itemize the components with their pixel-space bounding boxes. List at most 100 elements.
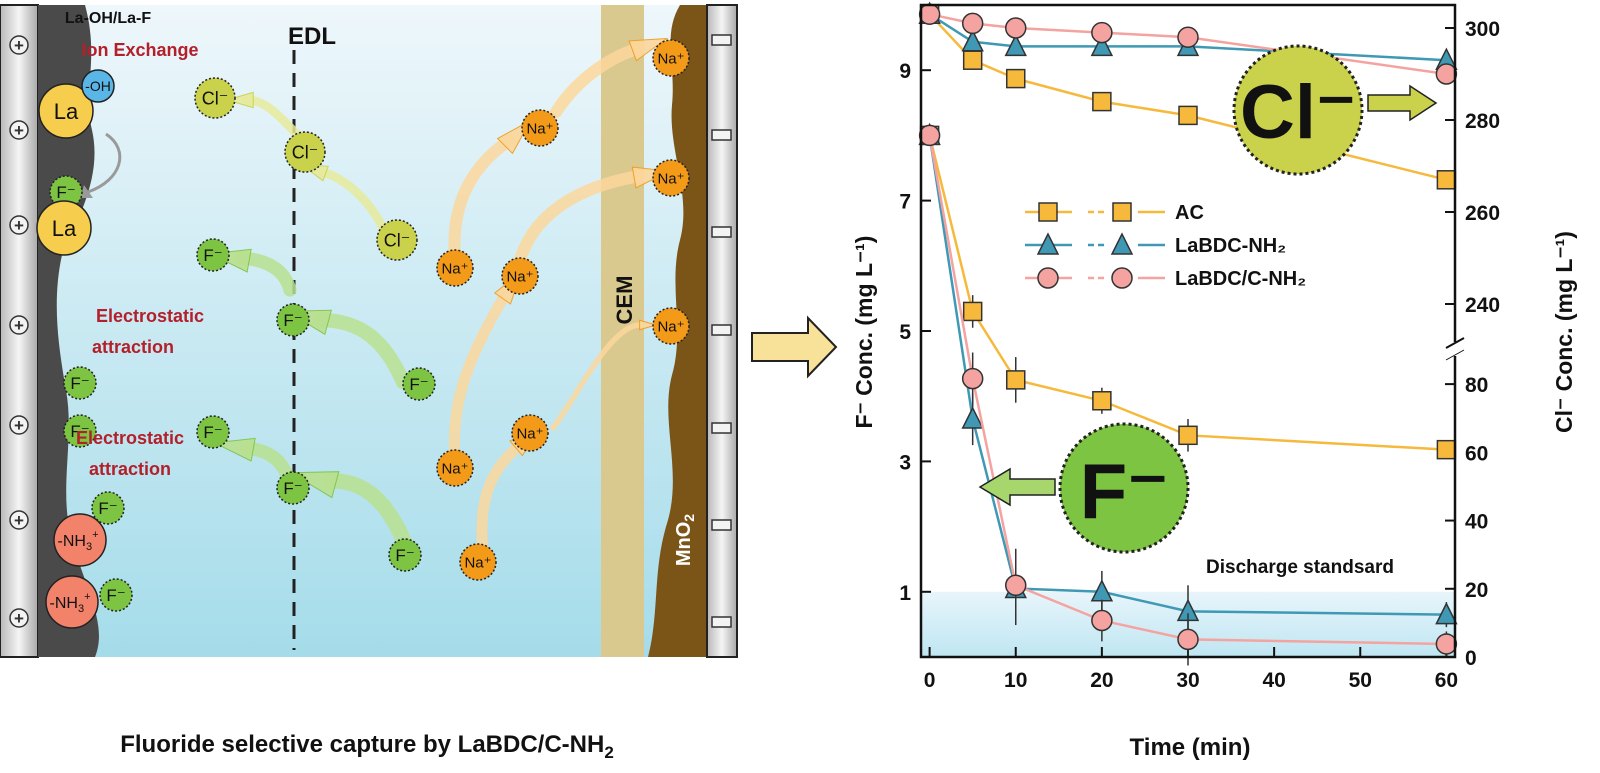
svg-text:Na⁺: Na⁺ [464, 554, 491, 571]
f-series-0 [919, 125, 1457, 460]
svg-text:Na⁺: Na⁺ [657, 318, 684, 335]
ion-species: La -OH F⁻ La F⁻ F⁻ F⁻ -NH3+ -NH3+ F⁻ Cl⁻ Cl⁻ Cl⁻ F⁻ F⁻… [36, 39, 690, 629]
f-ion-4: F⁻ [196, 415, 230, 449]
f-axis-arrow [978, 467, 1056, 507]
f-point-2-4 [1177, 628, 1199, 651]
svg-text:F⁻: F⁻ [203, 423, 222, 442]
plus-sign-2: + [9, 215, 29, 235]
ion-exchange-label: Ion Exchange [81, 40, 198, 60]
legend-marker-open-1 [1036, 232, 1060, 255]
cl-big-badge [1232, 44, 1364, 176]
svg-text:-OH: -OH [85, 78, 111, 94]
svg-text:+: + [14, 121, 24, 140]
svg-text:F⁻: F⁻ [203, 246, 222, 265]
na-ion-3: Na⁺ [501, 257, 539, 295]
panel-link-arrow [751, 315, 838, 379]
plot-frame [919, 3, 1457, 659]
na-ion-5: Na⁺ [511, 414, 549, 452]
f-point-0-3 [1092, 391, 1112, 411]
cathode-minus-signs [711, 34, 732, 628]
cl-series-2 [918, 3, 1458, 85]
mno2-label: MnO2 [673, 514, 697, 566]
f-series-line-2 [928, 135, 1447, 646]
cl-point-2-1 [961, 12, 984, 35]
cl-point-1-3 [1090, 33, 1114, 57]
f-series-2 [918, 124, 1458, 666]
svg-text:La: La [52, 216, 77, 241]
f-big-badge [1058, 422, 1190, 554]
svg-text:Na⁺: Na⁺ [506, 268, 533, 285]
svg-text:F⁻: F⁻ [70, 422, 89, 441]
y-right-tick-label-280: 280 [1465, 110, 1500, 133]
f-point-0-1 [962, 301, 983, 322]
y-right-tick-label-240: 240 [1465, 294, 1500, 317]
x-tick-label-50: 50 [1349, 669, 1372, 692]
cl-ion-3: Cl⁻ [376, 219, 418, 261]
axes-ticks: 0 10 20 30 40 50 60 1 3 5 7 9 0 20 40 60 80 240 260 280 300 [899, 18, 1500, 692]
legend-item-1: LaBDC-NH₂ [1025, 232, 1286, 257]
cl-point-0-5 [1436, 170, 1457, 190]
cl-point-0-2 [1005, 68, 1026, 89]
svg-text:+: + [14, 416, 24, 435]
cem-label: CEM [612, 276, 637, 325]
svg-text:Cl⁻: Cl⁻ [202, 88, 229, 108]
svg-text:Na⁺: Na⁺ [441, 260, 468, 277]
y-axis-right-label: Cl⁻ Conc. (mg L⁻¹) [1551, 231, 1577, 433]
cl-axis-arrow [1367, 84, 1438, 122]
minus-sign-2 [711, 226, 732, 238]
f-point-1-5 [1435, 601, 1458, 625]
y-left-tick-label-7: 7 [899, 191, 911, 214]
schematic-caption: Fluoride selective capture by LaBDC/C-NH… [120, 731, 614, 762]
f-point-2-2 [1004, 574, 1027, 597]
na-ion-7: Na⁺ [652, 39, 690, 77]
y-left-tick-label-1: 1 [899, 582, 911, 605]
x-tick-label-40: 40 [1262, 669, 1285, 692]
minus-sign-6 [711, 616, 732, 628]
la-atom-2: La [36, 200, 92, 256]
y-right-tick-label-60: 60 [1465, 442, 1488, 465]
cl-series-line-1 [928, 13, 1447, 62]
na-arrow-2 [549, 37, 669, 119]
y-right-tick-label-0: 0 [1465, 647, 1477, 670]
x-axis-label: Time (min) [1130, 734, 1251, 761]
legend-marker-filled-2 [1111, 267, 1133, 289]
f-ion-5: F⁻ [276, 471, 310, 505]
minus-sign-5 [711, 519, 732, 531]
na-ion-6: Na⁺ [459, 543, 497, 581]
na-ion-4: Na⁺ [436, 449, 474, 487]
na-ion-9: Na⁺ [652, 307, 690, 345]
f-point-2-1 [961, 367, 984, 390]
f-point-0-4 [1178, 425, 1198, 446]
cl-point-0-1 [962, 50, 983, 70]
anode-plus-signs: + + + + + + + [9, 35, 29, 628]
legend-item-0: AC [1025, 202, 1204, 224]
svg-text:F⁻: F⁻ [409, 375, 428, 394]
f-ion-3: F⁻ [402, 367, 436, 401]
f-on-nh3-1: F⁻ [91, 491, 125, 525]
svg-text:+: + [14, 216, 24, 235]
minus-sign-0 [711, 34, 732, 46]
svg-text:Cl⁻: Cl⁻ [292, 142, 319, 162]
electrostatic-label-2-line2: attraction [89, 459, 171, 479]
svg-text:F⁻: F⁻ [283, 479, 302, 498]
y-left-tick-label-3: 3 [899, 451, 911, 474]
plus-sign-0: + [9, 35, 29, 55]
svg-text:F⁻: F⁻ [395, 546, 414, 565]
axis-break-marks [1445, 337, 1465, 361]
discharge-standard-label: Discharge standsard [1206, 557, 1394, 578]
svg-text:Na⁺: Na⁺ [516, 425, 543, 442]
svg-text:Na⁺: Na⁺ [526, 120, 553, 137]
oh-group: -OH [81, 69, 115, 103]
plus-sign-4: + [9, 415, 29, 435]
cl-arrow-1 [225, 91, 305, 143]
cl-ion-2: Cl⁻ [284, 131, 326, 173]
svg-text:F⁻: F⁻ [106, 586, 125, 605]
cl-point-2-3 [1091, 21, 1113, 44]
f-adsorbed-1: F⁻ [63, 366, 97, 400]
legend-marker-filled-0 [1112, 202, 1132, 222]
minus-sign-1 [711, 129, 732, 141]
svg-text:Na⁺: Na⁺ [441, 460, 468, 477]
y-right-tick-label-40: 40 [1465, 511, 1488, 534]
electrostatic-label-1-line1: Electrostatic [96, 306, 204, 326]
